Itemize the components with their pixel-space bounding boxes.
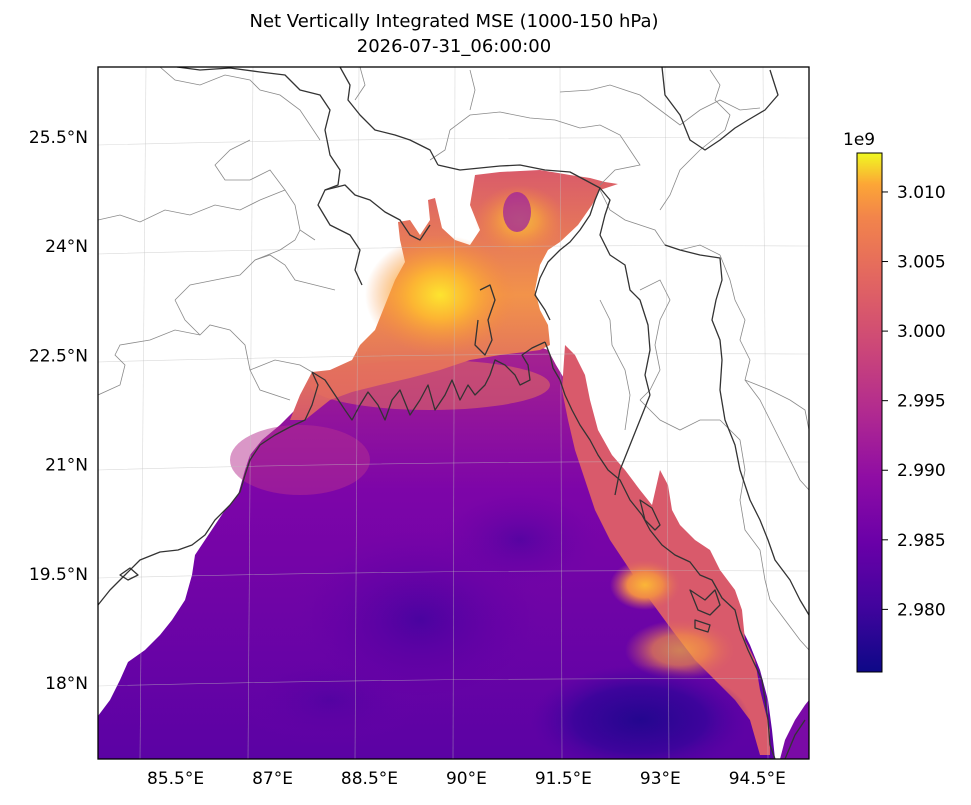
x-tick-label: 87°E [252, 769, 293, 789]
chart-title: Net Vertically Integrated MSE (1000-150 … [249, 11, 659, 32]
gridlines [98, 67, 809, 759]
y-tick-label: 18°N [45, 674, 88, 694]
mse-hotspot-myanmar [610, 560, 680, 610]
map-frame [97, 66, 810, 760]
mse-field-se-corner [780, 700, 809, 759]
y-tick-label: 25.5°N [29, 128, 88, 148]
y-tick-label: 22.5°N [29, 346, 88, 366]
mse-warm-northbay [230, 425, 370, 495]
x-tick-label: 91.5°E [535, 769, 592, 789]
colorbar-tick-label: 2.980 [897, 600, 946, 620]
x-tick-label: 94.5°E [729, 769, 786, 789]
colorbar: 1e9 2.980 2.985 2.990 2.995 3.000 3.005 3.010 [843, 130, 946, 673]
x-tick-label: 88.5°E [341, 769, 398, 789]
mse-warm-myanmar-2 [625, 620, 735, 680]
colorbar-tick-label: 3.005 [897, 253, 946, 273]
y-tick-label: 19.5°N [29, 565, 88, 585]
mse-cold-south [240, 655, 420, 745]
country-borders [98, 67, 809, 759]
colorbar-ticks: 2.980 2.985 2.990 2.995 3.000 3.005 3.010 [882, 183, 946, 620]
x-tick-label: 85.5°E [147, 769, 204, 789]
colorbar-gradient [856, 152, 883, 673]
y-tick-labels: 18°N 19.5°N 21°N 22.5°N 24°N 25.5°N [29, 128, 88, 694]
mse-cool-sylhet [503, 192, 531, 232]
y-tick-label: 24°N [45, 237, 88, 257]
mse-hotspot-sundarbans [310, 360, 550, 410]
state-boundaries [98, 67, 809, 651]
colorbar-tick-label: 3.010 [897, 183, 946, 203]
colorbar-multiplier: 1e9 [843, 130, 875, 150]
colorbar-tick-label: 2.995 [897, 392, 946, 412]
mse-cold-southeast [530, 665, 750, 759]
mse-hotspot-central-bd [365, 235, 515, 355]
mse-field [98, 170, 809, 759]
colorbar-tick-label: 2.985 [897, 531, 946, 551]
mse-cold-east [440, 490, 600, 590]
x-tick-label: 90°E [446, 769, 487, 789]
chart-timestamp: 2026-07-31_06:00:00 [356, 36, 552, 57]
x-tick-label: 93°E [640, 769, 681, 789]
colorbar-tick-label: 3.000 [897, 322, 946, 342]
y-tick-label: 21°N [45, 456, 88, 476]
colorbar-tick-label: 2.990 [897, 461, 946, 481]
x-tick-labels: 85.5°E 87°E 88.5°E 90°E 91.5°E 93°E 94.5°E [147, 769, 786, 789]
